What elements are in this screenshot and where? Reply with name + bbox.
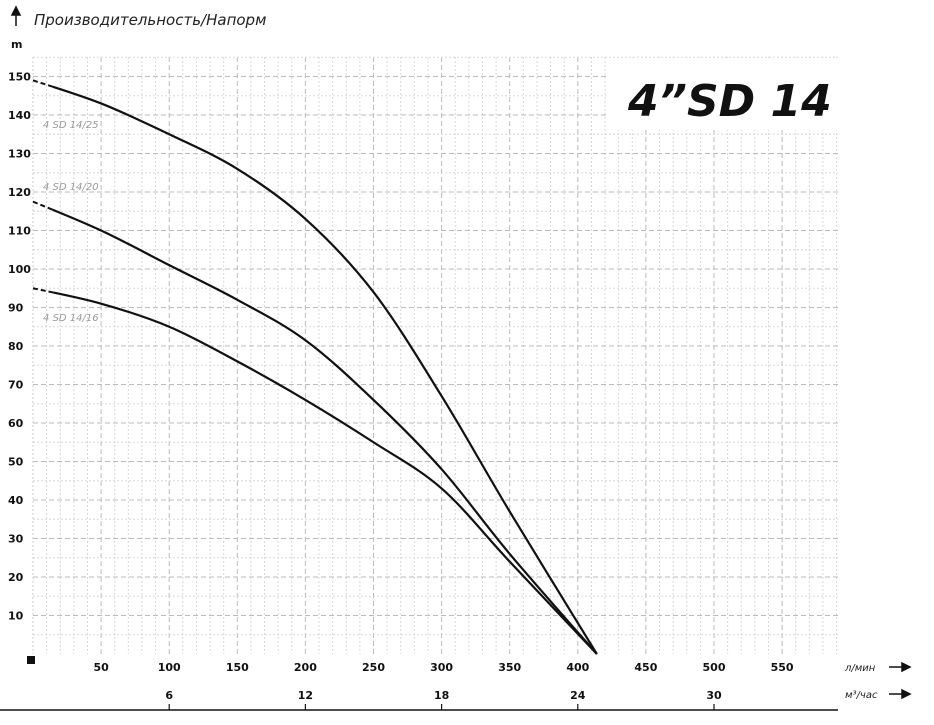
- x2-tick-label: 6: [165, 689, 173, 702]
- grid: [32, 56, 838, 654]
- series-label: 4 SD 14/25: [43, 120, 99, 131]
- x-tick-label: 500: [703, 661, 726, 674]
- series-label: 4 SD 14/16: [43, 313, 99, 324]
- x-axis-label: л/мин: [844, 663, 876, 674]
- series-curve: [32, 287, 598, 655]
- series-label: 4 SD 14/20: [43, 182, 99, 193]
- y-tick-label: 70: [8, 379, 24, 392]
- x-tick-label: 450: [634, 661, 657, 674]
- y-tick-label: 20: [8, 571, 24, 584]
- y-tick-label: 90: [8, 302, 24, 315]
- x2-tick-label: 24: [570, 689, 586, 702]
- x-tick-label: 100: [158, 661, 181, 674]
- x-axis-arrow-icon: [889, 661, 912, 673]
- x-tick-label: 400: [566, 661, 589, 674]
- y-tick-label: 150: [8, 71, 31, 84]
- x-tick-label: 300: [430, 661, 453, 674]
- series-curve-dashed-start: [32, 287, 598, 655]
- x2-tick-label: 18: [434, 689, 449, 702]
- x-tick-label: 50: [93, 661, 109, 674]
- y-tick-label: 130: [8, 148, 31, 161]
- x-tick-label: 200: [294, 661, 317, 674]
- origin-marker: [27, 656, 35, 664]
- y-tick-label: 120: [8, 186, 31, 199]
- y-tick-label: 110: [8, 225, 31, 238]
- chart-title: Производительность/Напорм: [34, 11, 266, 29]
- y-tick-label: 140: [8, 109, 31, 122]
- x-tick-label: 350: [498, 661, 521, 674]
- x2-tick-label: 12: [298, 689, 313, 702]
- y-tick-label: 80: [8, 340, 24, 353]
- y-tick-label: 30: [8, 533, 24, 546]
- series-curve-dashed-start: [32, 79, 598, 655]
- y-tick-label: 60: [8, 417, 24, 430]
- y-axis-arrow-icon: [10, 5, 22, 26]
- model-title: 4”SD 14: [627, 76, 832, 127]
- y-axis-label: m: [11, 38, 22, 51]
- axis-labels: 10 20 30 40 50 60 70 80 90 100 110 120 130 140 150 50 10…: [8, 71, 794, 710]
- x-tick-label: 150: [226, 661, 249, 674]
- title-box: [606, 58, 838, 130]
- x-tick-label: 550: [771, 661, 794, 674]
- x2-tick-label: 30: [706, 689, 722, 702]
- series-curve: [32, 200, 598, 655]
- x2-axis-arrow-icon: [889, 688, 912, 700]
- y-tick-label: 10: [8, 610, 24, 623]
- y-tick-label: 50: [8, 456, 24, 469]
- y-tick-label: 40: [8, 494, 24, 507]
- x2-axis-label: м³/час: [845, 690, 878, 701]
- x-tick-label: 250: [362, 661, 385, 674]
- y-tick-label: 100: [8, 263, 31, 276]
- curves: [32, 79, 598, 655]
- series-curve: [32, 79, 598, 655]
